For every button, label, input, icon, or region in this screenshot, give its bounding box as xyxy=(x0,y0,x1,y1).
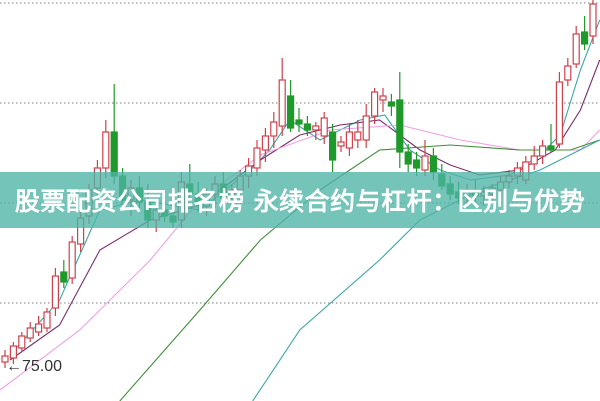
price-marker-label: ←75.00 xyxy=(6,358,62,376)
candle-up xyxy=(337,141,345,147)
candle-up xyxy=(320,117,328,137)
candle-up xyxy=(43,311,51,329)
candle-down xyxy=(295,119,303,125)
candle-up xyxy=(538,145,547,157)
candle-down xyxy=(60,271,68,283)
candle-up xyxy=(312,125,320,131)
candle-up xyxy=(253,147,261,169)
candle-down xyxy=(396,99,404,153)
candle-up xyxy=(564,65,572,81)
candle-up xyxy=(354,131,362,141)
candle-up xyxy=(345,131,353,149)
candle-up xyxy=(278,79,286,127)
candle-up xyxy=(51,275,60,309)
candle-up xyxy=(362,115,370,141)
candle-down xyxy=(413,159,421,169)
candle-up xyxy=(261,135,269,151)
candle-up xyxy=(68,241,76,279)
candle-up xyxy=(421,155,429,171)
candle-up xyxy=(34,323,43,333)
candle-up xyxy=(555,81,564,145)
candle-up xyxy=(379,95,387,101)
candle-up xyxy=(9,345,17,359)
candle-up xyxy=(530,155,538,165)
candle-up xyxy=(1,355,9,363)
ma20-line xyxy=(0,124,600,391)
page-title: 股票配资公司排名榜 永续合约与杠杆：区别与优势 xyxy=(14,187,586,216)
candle-down xyxy=(110,131,118,177)
candle-up xyxy=(270,121,278,137)
candle-up xyxy=(371,91,379,117)
candle-down xyxy=(329,131,337,161)
candle-down xyxy=(303,123,311,131)
candle-down xyxy=(404,151,412,165)
candle-down xyxy=(429,155,437,173)
title-banner: 股票配资公司排名榜 永续合约与杠杆：区别与优势 xyxy=(0,172,600,228)
candle-up xyxy=(18,335,26,349)
candle-up xyxy=(572,33,580,65)
arrow-left-icon: ← xyxy=(6,358,22,375)
candle-up xyxy=(26,327,34,339)
candle-up xyxy=(589,3,597,37)
price-marker-value: 75.00 xyxy=(22,358,63,375)
candle-down xyxy=(387,101,395,107)
candle-down xyxy=(580,31,589,45)
candle-down xyxy=(547,145,555,151)
candle-up xyxy=(102,131,110,169)
candle-down xyxy=(287,95,295,129)
